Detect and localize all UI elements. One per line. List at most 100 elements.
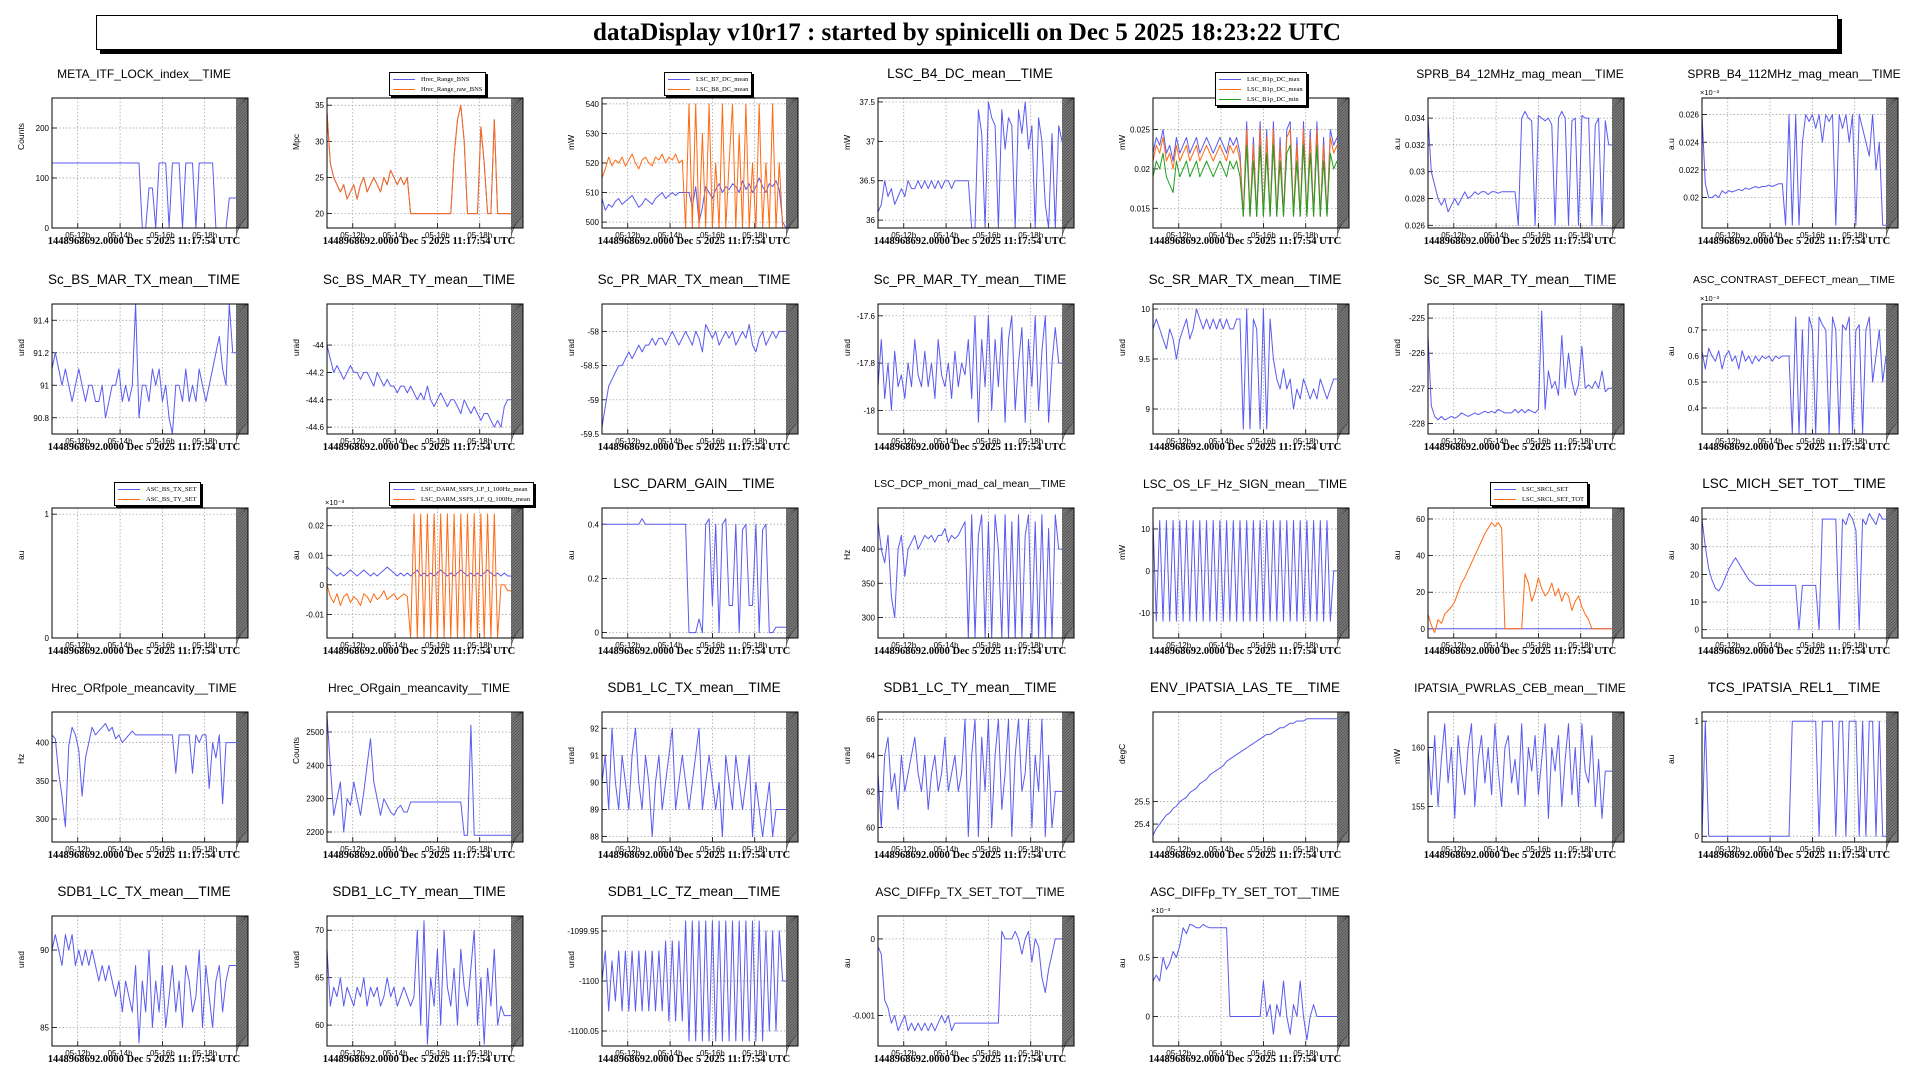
band-hatch	[1885, 393, 1899, 407]
band-hatch	[785, 582, 799, 596]
band-hatch	[1611, 303, 1625, 311]
band-hatch	[235, 393, 249, 407]
band-hatch	[785, 750, 799, 764]
band-hatch	[235, 178, 249, 192]
band-hatch	[235, 408, 249, 422]
band-hatch	[785, 351, 799, 365]
band-hatch	[1611, 327, 1625, 341]
chart-panel-1: Mpc 05-12h 05-14h 05-16h 05-18h 20 25 30 35 Hrec_…	[285, 62, 553, 262]
band-hatch	[1061, 190, 1075, 204]
y-tick-label: 0.03	[1409, 168, 1425, 177]
band-hatch	[1061, 1023, 1075, 1037]
band-hatch	[1336, 810, 1350, 824]
band-hatch	[1885, 312, 1899, 326]
band-hatch	[1885, 762, 1899, 776]
band-hatch	[785, 726, 799, 740]
band-hatch	[1061, 792, 1075, 806]
band-hatch	[235, 366, 249, 380]
band-hatch	[1336, 414, 1350, 428]
band-hatch	[1061, 103, 1075, 117]
band-hatch	[1336, 127, 1350, 141]
legend-item: Hrec_Range_raw_BNS	[393, 84, 482, 94]
legend-swatch	[668, 78, 690, 80]
series-line-0	[1701, 114, 1886, 226]
band-hatch	[510, 537, 524, 551]
window-title: dataDisplay v10r17 : started by spinicel…	[96, 15, 1838, 50]
future-band	[511, 712, 523, 842]
x-tick-label: 05-12h	[1166, 437, 1191, 446]
band-hatch	[235, 103, 249, 117]
band-hatch	[235, 753, 249, 767]
band-hatch	[1061, 990, 1075, 1004]
band-hatch	[510, 966, 524, 980]
band-hatch	[785, 528, 799, 542]
future-band	[236, 916, 248, 1046]
band-hatch	[1611, 115, 1625, 129]
band-hatch	[235, 714, 249, 728]
band-hatch	[1336, 1017, 1350, 1031]
band-hatch	[1336, 822, 1350, 836]
band-hatch	[1336, 951, 1350, 965]
band-hatch	[1885, 600, 1899, 614]
band-hatch	[235, 381, 249, 395]
band-hatch	[1611, 546, 1625, 560]
legend-label: ASC_BS_TX_SET	[146, 485, 197, 493]
band-hatch	[1611, 612, 1625, 626]
band-hatch	[1611, 169, 1625, 183]
band-hatch	[1611, 729, 1625, 743]
band-hatch	[1061, 399, 1075, 413]
y-tick-label: 0.5	[1688, 378, 1700, 387]
band-hatch	[235, 387, 249, 401]
y-tick-label: 540	[586, 100, 600, 109]
band-hatch	[1336, 312, 1350, 326]
band-hatch	[235, 567, 249, 581]
band-hatch	[510, 636, 513, 650]
band-hatch	[1885, 783, 1899, 797]
band-hatch	[1885, 145, 1899, 159]
band-hatch	[1336, 558, 1350, 572]
band-hatch	[1061, 97, 1075, 108]
x-tick-label: 05-12h	[891, 231, 916, 240]
chart-panel-16: LSC_DARM_GAIN__TIME au 05-12h 05-14h 05-16h 0…	[560, 472, 828, 672]
x-tick-label: 05-16h	[1251, 845, 1276, 854]
band-hatch	[1885, 172, 1899, 186]
band-hatch	[1061, 729, 1075, 743]
band-hatch	[1611, 747, 1625, 761]
band-hatch	[1336, 978, 1350, 992]
x-tick-label: 05-14h	[383, 437, 408, 446]
band-hatch	[510, 148, 524, 162]
band-hatch	[510, 561, 524, 575]
band-hatch	[1061, 330, 1075, 344]
band-hatch	[785, 747, 799, 761]
x-tick-label: 05-14h	[1758, 437, 1783, 446]
band-hatch	[1611, 573, 1625, 587]
band-hatch	[235, 915, 249, 923]
timestamp-footer: 1448968692.0000 Dec 5 2025 11:17:54 UTC	[1148, 236, 1342, 247]
y-tick-label: -0.001	[852, 1011, 875, 1020]
series-line-0	[1701, 316, 1887, 435]
band-hatch	[785, 133, 799, 147]
band-hatch	[235, 417, 249, 431]
band-hatch	[510, 915, 524, 923]
band-hatch	[235, 115, 249, 129]
band-hatch	[510, 711, 524, 719]
x-tick-label: 05-14h	[658, 231, 683, 240]
band-hatch	[1336, 169, 1350, 183]
band-hatch	[235, 405, 249, 419]
band-hatch	[785, 984, 799, 998]
band-hatch	[1885, 408, 1899, 422]
band-hatch	[785, 786, 799, 800]
band-hatch	[1061, 196, 1075, 210]
band-hatch	[1061, 387, 1075, 401]
band-hatch	[1061, 798, 1075, 812]
legend-swatch	[393, 88, 415, 90]
band-hatch	[510, 193, 524, 207]
band-hatch	[1885, 594, 1899, 608]
band-hatch	[1061, 97, 1075, 105]
band-hatch	[235, 154, 249, 168]
band-hatch	[1611, 621, 1625, 635]
band-hatch	[785, 939, 799, 953]
legend-item: ASC_BS_TY_SET	[118, 494, 197, 504]
band-hatch	[1061, 714, 1075, 728]
